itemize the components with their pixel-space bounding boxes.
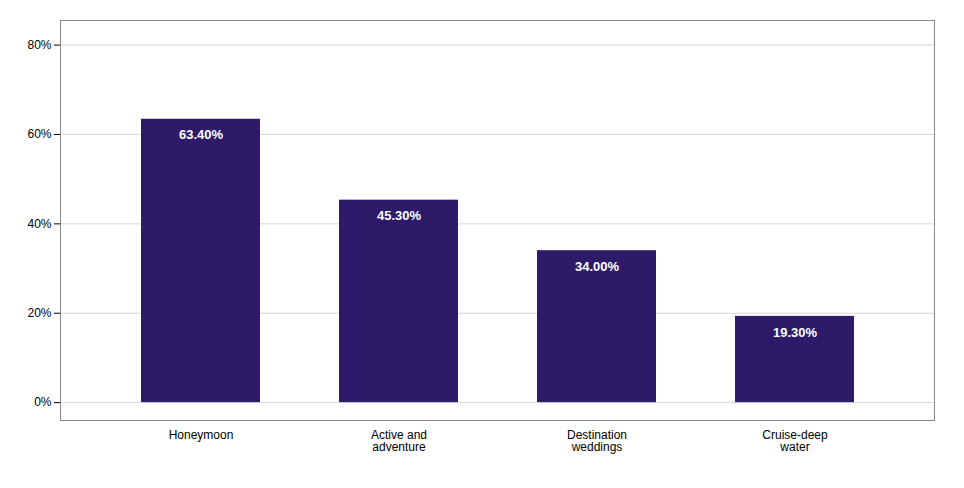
svg-text:63.40%: 63.40%	[179, 127, 224, 142]
svg-text:Honeymoon: Honeymoon	[169, 428, 234, 442]
svg-text:34.00%: 34.00%	[575, 259, 620, 274]
svg-text:60%: 60%	[27, 127, 51, 141]
svg-text:Destinationweddings: Destinationweddings	[567, 428, 627, 454]
svg-text:0%: 0%	[34, 395, 52, 409]
svg-text:20%: 20%	[27, 306, 51, 320]
svg-text:80%: 80%	[27, 38, 51, 52]
svg-text:Active andadventure: Active andadventure	[371, 428, 427, 454]
svg-text:19.30%: 19.30%	[773, 325, 818, 340]
svg-text:Cruise-deepwater: Cruise-deepwater	[762, 428, 828, 454]
svg-text:40%: 40%	[27, 217, 51, 231]
svg-text:45.30%: 45.30%	[377, 208, 422, 223]
